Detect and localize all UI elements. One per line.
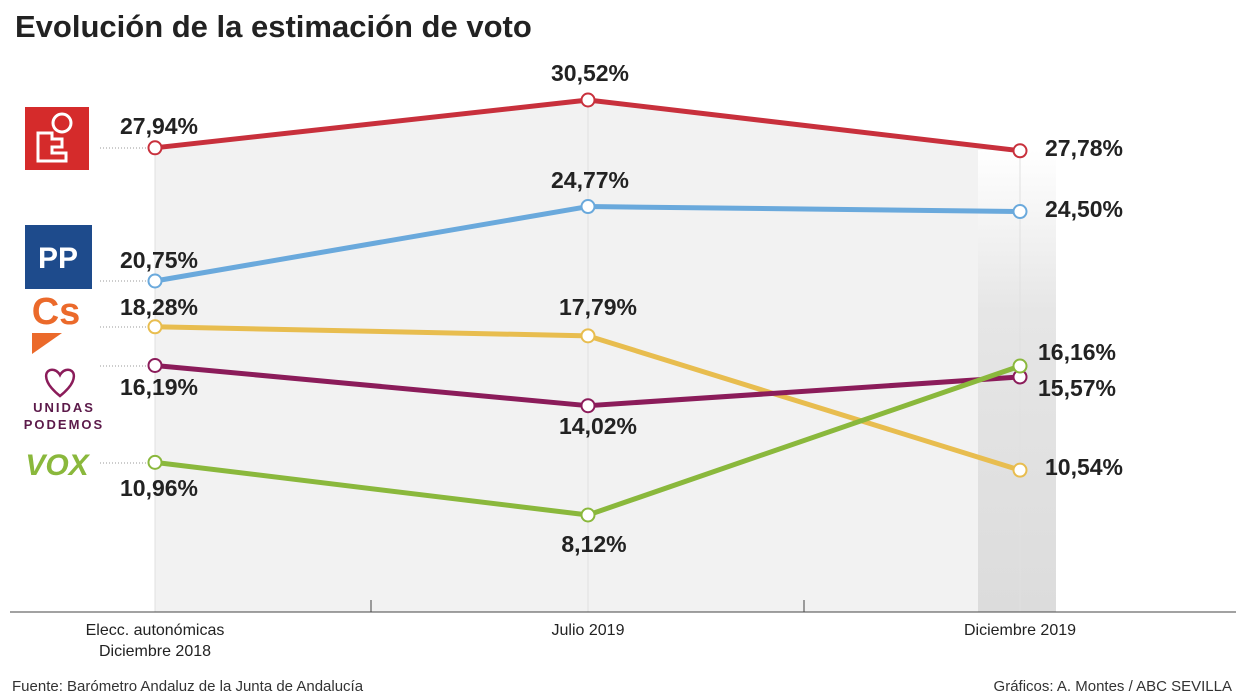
- logo-vox: VOX: [25, 449, 90, 482]
- logo-psoe: [25, 107, 89, 170]
- point: [580, 199, 596, 215]
- point: [1012, 462, 1028, 478]
- chart-title: Evolución de la estimación de voto: [15, 9, 532, 44]
- logo-podemos: UNIDAS PODEMOS: [23, 400, 105, 432]
- logo-pp: PP: [25, 225, 92, 289]
- value-label: 16,19%: [120, 374, 198, 400]
- point: [1012, 204, 1028, 220]
- point: [147, 319, 163, 335]
- x-tick-label: Julio 2019: [551, 622, 625, 639]
- x-tick-label: Diciembre 2019: [963, 622, 1077, 639]
- point: [147, 357, 163, 373]
- point: [580, 398, 596, 414]
- value-label: 24,50%: [1045, 196, 1123, 222]
- point: [1012, 358, 1028, 374]
- value-label: 24,77%: [551, 167, 629, 193]
- logo-text: PP: [38, 242, 78, 275]
- value-label: 30,52%: [551, 60, 629, 86]
- logo-cs: Cs: [32, 291, 81, 354]
- point: [147, 140, 163, 156]
- point: [1012, 143, 1028, 159]
- value-label: 15,57%: [1038, 375, 1116, 401]
- point: [147, 454, 163, 470]
- value-label: 16,16%: [1038, 339, 1116, 365]
- point: [147, 273, 163, 289]
- logo-heart: [44, 368, 76, 398]
- value-label: 27,94%: [120, 113, 198, 139]
- value-label: 18,28%: [120, 294, 198, 320]
- value-label: 20,75%: [120, 247, 198, 273]
- point: [580, 328, 596, 344]
- value-label: 17,79%: [559, 294, 637, 320]
- value-label: 14,02%: [559, 413, 637, 439]
- value-label: 10,96%: [120, 475, 198, 501]
- value-label: 8,12%: [561, 531, 626, 557]
- value-label: 10,54%: [1045, 454, 1123, 480]
- point: [580, 92, 596, 108]
- x-tick-label: Elecc. autonómicas Diciembre 2018: [85, 622, 225, 660]
- logo-text: Cs: [32, 291, 81, 333]
- credit: Gráficos: A. Montes / ABC SEVILLA: [993, 678, 1232, 695]
- point: [580, 507, 596, 523]
- source: Fuente: Barómetro Andaluz de la Junta de…: [12, 678, 364, 695]
- leaders: [100, 147, 155, 464]
- value-label: 27,78%: [1045, 135, 1123, 161]
